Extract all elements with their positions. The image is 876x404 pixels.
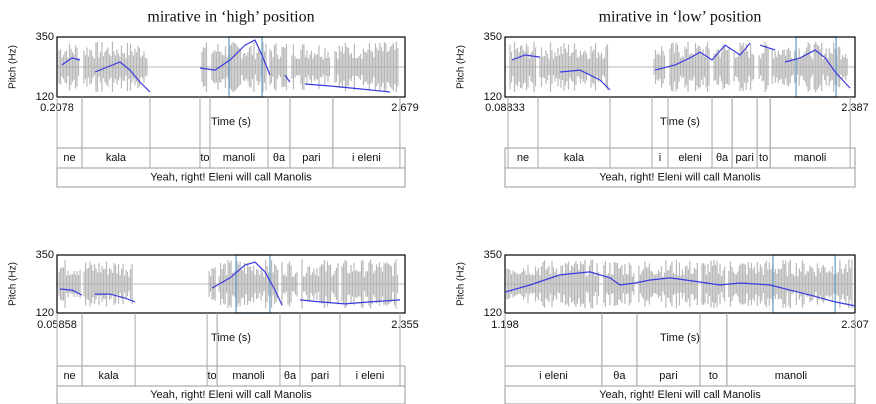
word-label: manoli <box>775 370 807 382</box>
y-tick-label: 350 <box>484 31 502 43</box>
y-axis-label: Pitch (Hz) <box>456 262 467 306</box>
plot-frame <box>56 254 406 314</box>
word-label: to <box>200 152 209 164</box>
y-tick-label: 120 <box>36 91 54 103</box>
panel-title: mirative in ‘low’ position <box>599 9 762 26</box>
word-label: to <box>759 152 768 164</box>
word-label: i eleni <box>356 370 385 382</box>
x-axis-label: Time (s) <box>660 116 700 128</box>
word-label: to <box>207 370 216 382</box>
word-label: to <box>709 370 718 382</box>
word-label: θa <box>716 152 729 164</box>
word-label: θa <box>613 370 626 382</box>
sentence-label: Yeah, right! Eleni will call Manolis <box>599 389 761 401</box>
word-label: ne <box>517 152 529 164</box>
x-tick-label: 2.387 <box>841 102 869 114</box>
y-tick-label: 350 <box>36 31 54 43</box>
x-tick-label: 2.355 <box>391 319 419 331</box>
sentence-label: Yeah, right! Eleni will call Manolis <box>599 171 761 183</box>
word-label: manoli <box>794 152 826 164</box>
y-tick-label: 350 <box>484 249 502 261</box>
word-label: pari <box>311 370 329 382</box>
word-label: ne <box>63 370 75 382</box>
word-label: kala <box>106 152 127 164</box>
word-label: ne <box>63 152 75 164</box>
y-axis-label: Pitch (Hz) <box>8 262 19 306</box>
sentence-tier <box>504 385 856 404</box>
word-label: kala <box>98 370 119 382</box>
y-tick-label: 120 <box>484 91 502 103</box>
word-label: pari <box>735 152 753 164</box>
sentence-tier <box>56 167 406 188</box>
word-label: i eleni <box>539 370 568 382</box>
x-tick-label: 0.08833 <box>485 102 525 114</box>
pitch-contour <box>511 42 851 91</box>
word-label: θa <box>284 370 297 382</box>
word-label: eleni <box>678 152 701 164</box>
plot-frame <box>56 36 406 98</box>
word-label: kala <box>564 152 585 164</box>
x-axis-label: Time (s) <box>211 332 251 344</box>
word-label: manoli <box>232 370 264 382</box>
plot-frame <box>504 254 856 314</box>
y-tick-label: 120 <box>36 307 54 319</box>
pitch-contour <box>61 39 390 93</box>
y-axis-label: Pitch (Hz) <box>456 45 467 89</box>
pitch-contour <box>59 261 401 306</box>
x-axis-label: Time (s) <box>660 332 700 344</box>
word-label: pari <box>659 370 677 382</box>
y-tick-label: 350 <box>36 249 54 261</box>
word-label: i eleni <box>352 152 381 164</box>
x-tick-label: 2.679 <box>391 102 419 114</box>
panel-title: mirative in ‘high’ position <box>147 9 314 26</box>
sentence-tier <box>56 385 406 404</box>
x-axis-label: Time (s) <box>211 116 251 128</box>
y-tick-label: 120 <box>484 307 502 319</box>
word-label: manoli <box>223 152 255 164</box>
sentence-tier <box>504 167 856 188</box>
word-label: i <box>659 152 661 164</box>
word-label: pari <box>302 152 320 164</box>
sentence-label: Yeah, right! Eleni will call Manolis <box>150 171 312 183</box>
y-axis-label: Pitch (Hz) <box>8 45 19 89</box>
sentence-label: Yeah, right! Eleni will call Manolis <box>150 389 312 401</box>
pitch-contour <box>504 271 856 307</box>
word-label: θa <box>273 152 286 164</box>
plot-frame <box>504 36 856 98</box>
